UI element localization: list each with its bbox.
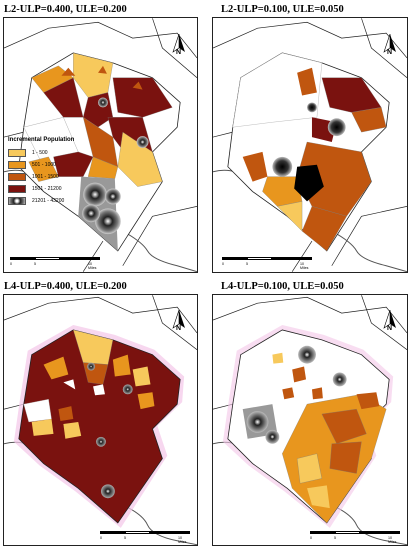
map-l4-low <box>213 295 407 545</box>
legend-swatch-hotspot <box>8 197 26 205</box>
legend-item: 1501 - 21200 <box>8 184 90 194</box>
map-l2-high <box>4 18 197 272</box>
scale-label-10: 10 Miles <box>388 536 397 544</box>
map-panel-l2-low <box>212 17 408 273</box>
north-label: N <box>387 325 393 332</box>
map-panel-l4-low <box>212 294 408 546</box>
legend-label: 1001 - 1500 <box>32 174 59 180</box>
map-l2-low <box>213 18 407 272</box>
panel-title-l2-low: L2-ULP=0.100, ULE=0.050 <box>221 4 344 15</box>
scale-bar: 0 5 10 Miles <box>100 531 190 544</box>
north-arrow-icon: N <box>168 309 190 340</box>
legend-label: 1501 - 21200 <box>32 186 62 192</box>
scale-label-10: 10 Miles <box>300 262 309 270</box>
legend-swatch <box>8 173 26 181</box>
map-l4-high <box>4 295 197 545</box>
panel-title-l4-high: L4-ULP=0.400, ULE=0.200 <box>4 281 127 292</box>
scale-bar: 0 5 10 Miles <box>10 257 100 270</box>
scale-label-0: 0 <box>10 262 12 266</box>
panel-title-l4-low: L4-ULP=0.100, ULE=0.050 <box>221 281 344 292</box>
scale-label-5: 5 <box>334 536 336 540</box>
scale-bar: 0 5 10 Miles <box>222 257 312 270</box>
legend: Incremental Population 1 - 500 501 - 100… <box>8 137 90 208</box>
scale-label-5: 5 <box>34 262 36 266</box>
legend-item: 21201 - 43200 <box>8 196 90 206</box>
map-panel-l2-high <box>3 17 198 273</box>
legend-label: 1 - 500 <box>32 150 48 156</box>
scale-label-10: 10 Miles <box>178 536 187 544</box>
legend-title: Incremental Population <box>8 137 75 143</box>
north-arrow-icon: N <box>379 309 401 340</box>
panel-title-l2-high: L2-ULP=0.400, ULE=0.200 <box>4 4 127 15</box>
legend-swatch <box>8 161 26 169</box>
legend-swatch <box>8 149 26 157</box>
scale-label-10: 10 Miles <box>88 262 97 270</box>
legend-label: 21201 - 43200 <box>32 198 65 204</box>
scale-label-5: 5 <box>246 262 248 266</box>
legend-item: 501 - 1000 <box>8 160 90 170</box>
north-label: N <box>387 49 393 56</box>
legend-swatch <box>8 185 26 193</box>
scale-bar: 0 5 10 Miles <box>310 531 400 544</box>
scale-label-0: 0 <box>222 262 224 266</box>
north-label: N <box>176 325 182 332</box>
north-arrow-icon: N <box>168 33 190 64</box>
scale-label-0: 0 <box>100 536 102 540</box>
north-label: N <box>176 49 182 56</box>
map-panel-l4-high <box>3 294 198 546</box>
north-arrow-icon: N <box>379 33 401 64</box>
scale-label-5: 5 <box>124 536 126 540</box>
legend-item: 1 - 500 <box>8 148 90 158</box>
legend-item: 1001 - 1500 <box>8 172 90 182</box>
legend-label: 501 - 1000 <box>32 162 56 168</box>
scale-label-0: 0 <box>310 536 312 540</box>
